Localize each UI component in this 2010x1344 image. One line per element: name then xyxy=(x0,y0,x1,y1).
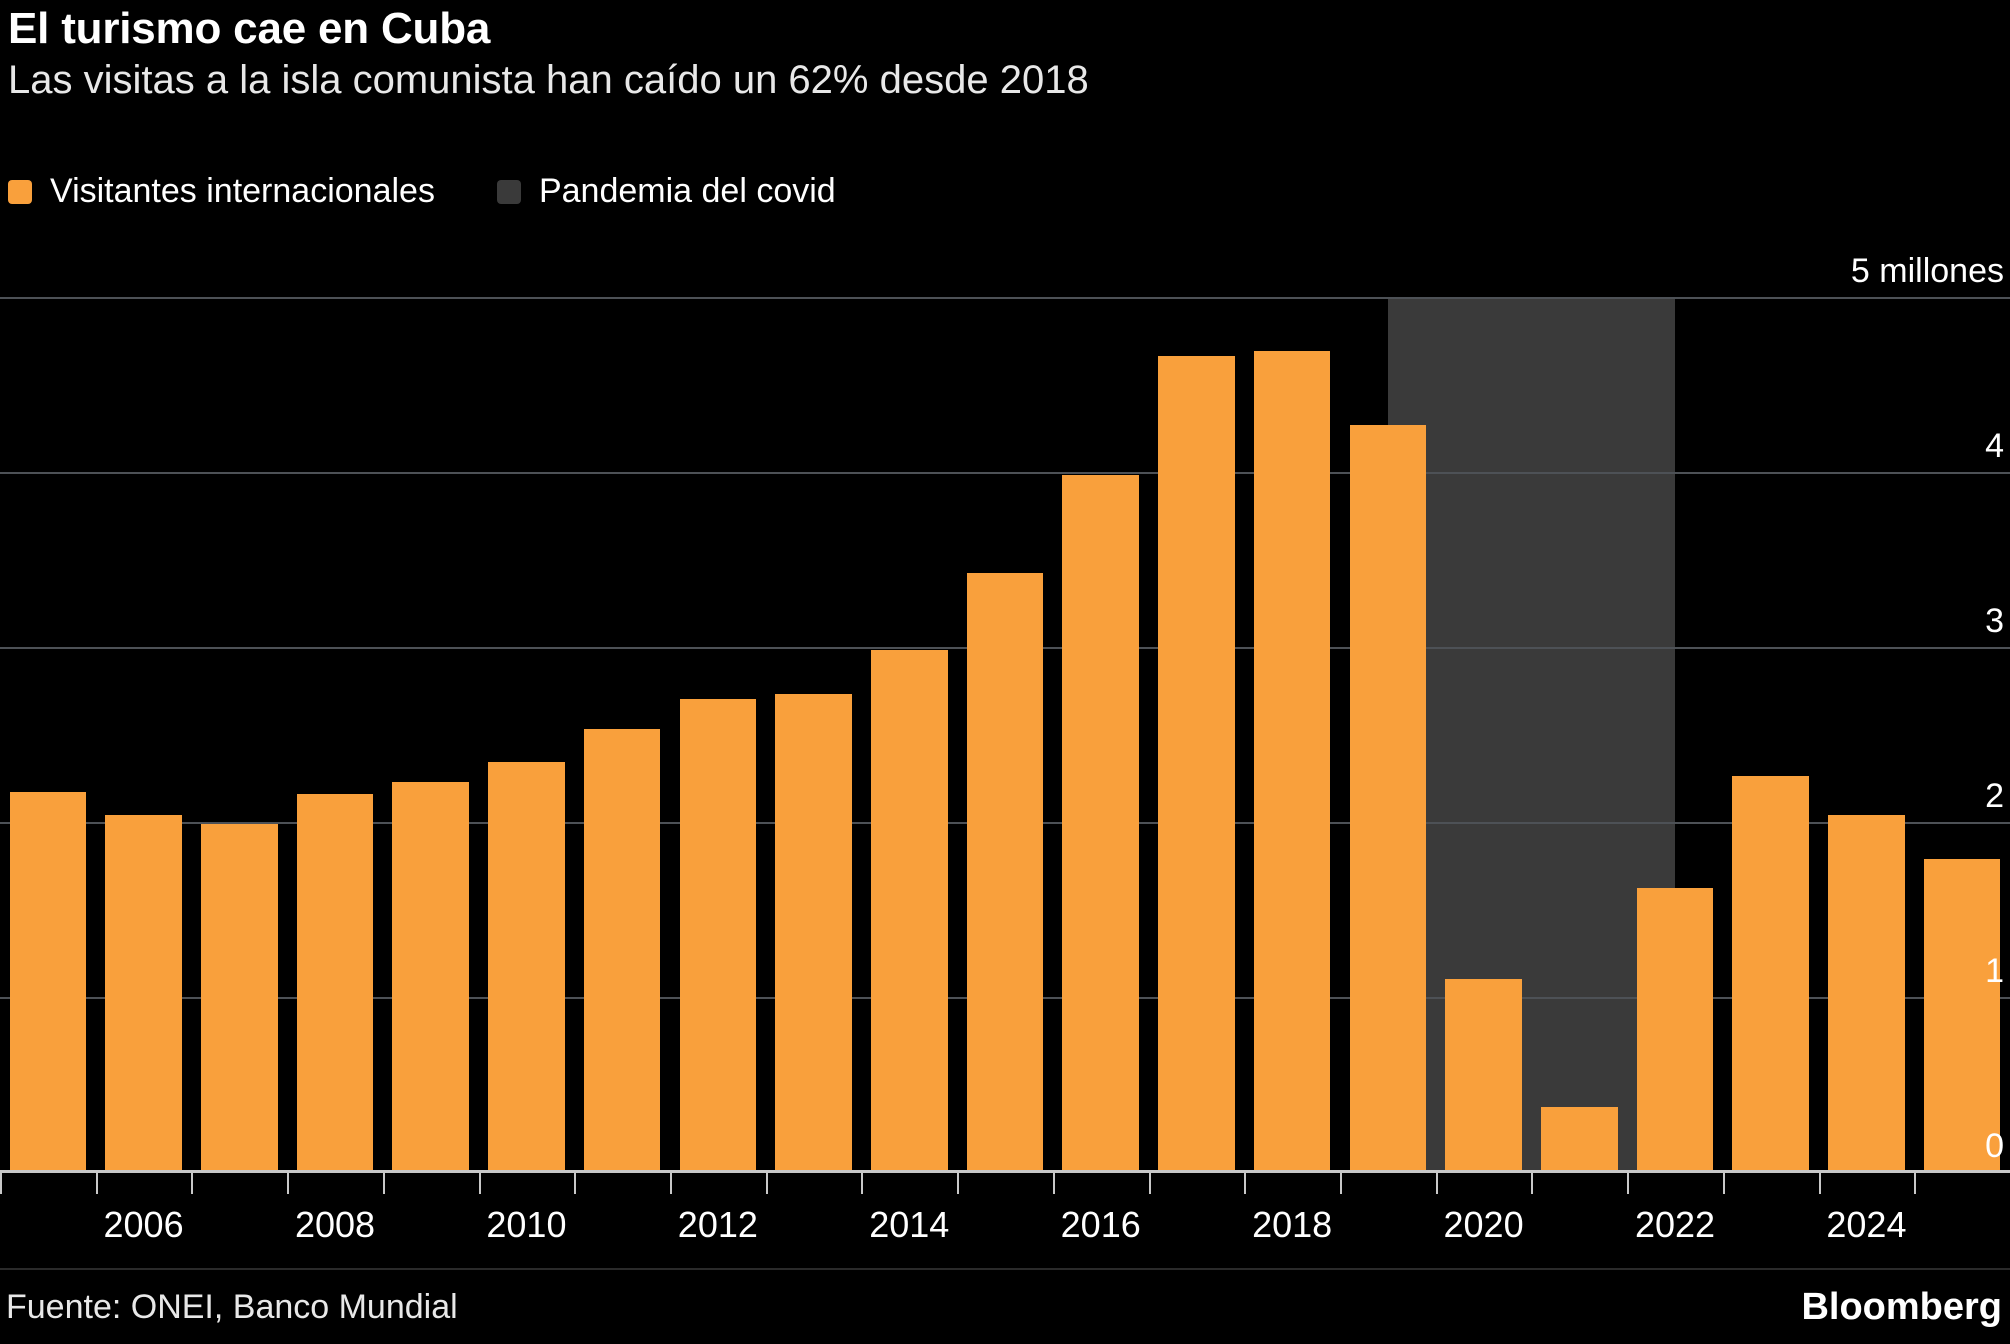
x-axis-tick-label: 2016 xyxy=(1060,1204,1141,1245)
x-axis-tick-label: 2014 xyxy=(869,1204,950,1245)
x-axis-tick xyxy=(1435,1172,1438,1194)
x-axis-tick xyxy=(1627,1172,1630,1194)
bar[interactable] xyxy=(583,729,661,1170)
x-axis-tick xyxy=(1722,1172,1725,1194)
chart-legend: Visitantes internacionales Pandemia del … xyxy=(8,172,836,211)
brand-logo: Bloomberg xyxy=(1801,1286,2002,1328)
bar[interactable] xyxy=(1349,424,1427,1170)
gray-square-icon xyxy=(496,179,521,204)
bar[interactable] xyxy=(775,694,852,1170)
x-axis-tick xyxy=(95,1172,98,1194)
x-axis-tick-label: 2010 xyxy=(486,1204,567,1245)
y-axis-tick-label: 0 xyxy=(1985,1127,2004,1165)
legend-item-pandemia[interactable]: Pandemia del covid xyxy=(496,172,836,211)
x-axis-tick xyxy=(957,1172,960,1194)
bar[interactable] xyxy=(1923,858,2001,1170)
bar[interactable] xyxy=(201,823,278,1170)
x-axis-tick xyxy=(1340,1172,1342,1194)
x-axis-tick xyxy=(574,1172,577,1194)
x-axis-tick xyxy=(478,1172,481,1194)
x-axis-tick-label: 2018 xyxy=(1252,1204,1333,1245)
bar[interactable] xyxy=(679,699,757,1170)
x-axis-tick xyxy=(1244,1172,1247,1194)
x-axis-tick xyxy=(191,1172,194,1194)
x-axis-tick xyxy=(765,1172,768,1194)
bar[interactable] xyxy=(871,650,948,1170)
x-axis-tick xyxy=(861,1172,864,1194)
x-axis-tick-label: 2006 xyxy=(103,1204,184,1245)
x-axis-tick-label: 2024 xyxy=(1826,1204,1907,1245)
x-axis-line xyxy=(0,1170,2010,1173)
source-note: Fuente: ONEI, Banco Mundial xyxy=(6,1288,458,1326)
x-axis-tick xyxy=(1531,1172,1534,1194)
x-axis-tick-label: 2020 xyxy=(1443,1204,1524,1245)
y-axis-tick-label: 1 xyxy=(1985,952,2004,990)
x-axis-tick xyxy=(1914,1172,1917,1194)
bar[interactable] xyxy=(1158,356,1235,1170)
x-axis-tick xyxy=(1818,1172,1821,1194)
y-axis-tick-label: 2 xyxy=(1985,777,2004,815)
bar[interactable] xyxy=(105,814,182,1170)
x-axis-tick-label: 2008 xyxy=(294,1204,376,1245)
x-axis-tick xyxy=(287,1172,290,1194)
bar[interactable] xyxy=(1062,475,1139,1170)
y-axis-tick-label: 4 xyxy=(1985,427,2004,465)
footer-divider xyxy=(0,1268,2010,1270)
bar[interactable] xyxy=(488,762,565,1170)
x-axis-tick xyxy=(1052,1172,1055,1194)
orange-square-icon xyxy=(8,179,32,204)
legend-item-visitantes[interactable]: Visitantes internacionales xyxy=(8,172,435,211)
chart-subtitle: Las visitas a la isla comunista han caíd… xyxy=(8,58,1089,102)
x-axis-tick xyxy=(0,1172,2,1194)
legend-item-label: Pandemia del covid xyxy=(538,172,836,210)
bar[interactable] xyxy=(296,793,374,1170)
bar[interactable] xyxy=(1732,776,1809,1170)
bar[interactable] xyxy=(1445,979,1522,1170)
plot-area xyxy=(0,297,2010,1194)
bar[interactable] xyxy=(1636,888,1714,1170)
y-axis-tick-label: 5 millones xyxy=(1850,252,2004,290)
gridline xyxy=(0,297,2010,299)
x-axis-tick xyxy=(1148,1172,1151,1194)
x-axis-tick xyxy=(670,1172,672,1194)
bar[interactable] xyxy=(966,573,1044,1170)
bar[interactable] xyxy=(9,792,87,1170)
x-axis-tick xyxy=(382,1172,385,1194)
y-axis-tick-label: 3 xyxy=(1985,602,2004,640)
bar[interactable] xyxy=(392,781,469,1170)
bar[interactable] xyxy=(1253,351,1331,1170)
page-title: El turismo cae en Cuba xyxy=(8,4,491,53)
gridline xyxy=(0,472,2010,474)
legend-item-label: Visitantes internacionales xyxy=(50,172,435,210)
covid-pandemic-band xyxy=(1387,297,1675,1172)
bar[interactable] xyxy=(1541,1107,1618,1170)
x-axis-tick-label: 2012 xyxy=(677,1204,758,1245)
bar[interactable] xyxy=(1828,814,1905,1170)
x-axis-tick-label: 2022 xyxy=(1634,1204,1716,1245)
